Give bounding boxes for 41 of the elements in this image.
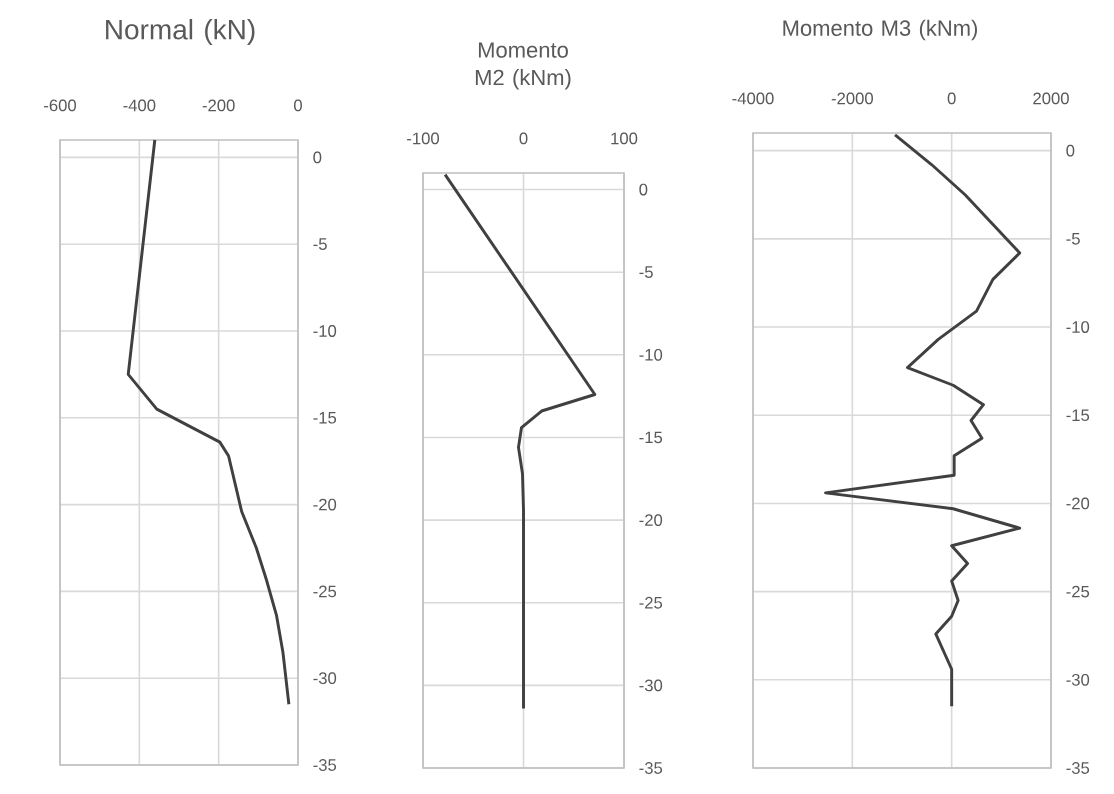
y-tick-label: -20 (639, 514, 663, 526)
y-tick-label: 0 (313, 151, 322, 164)
y-tick-label: -30 (313, 672, 337, 685)
y-tick-label: -35 (313, 759, 337, 771)
x-tick-label: -400 (123, 99, 156, 112)
y-tick-label: -5 (1066, 233, 1080, 245)
chart-title: Momento M2 (kNm) (475, 42, 571, 90)
y-tick-label: 0 (1066, 144, 1075, 157)
y-tick-label: -35 (1066, 762, 1090, 774)
x-tick-label: -600 (44, 99, 77, 112)
line-series (443, 173, 597, 710)
y-tick-label: -25 (313, 585, 337, 598)
x-tick-label: -2000 (831, 92, 873, 105)
y-tick-label: -15 (639, 431, 663, 444)
y-tick-label: -10 (639, 348, 663, 361)
y-tick-label: -5 (313, 238, 327, 250)
y-tick-label: -30 (639, 679, 663, 692)
x-tick-label: -200 (202, 99, 235, 112)
chart-title: Normal (kN) (106, 18, 255, 46)
x-tick-label: 0 (294, 99, 302, 112)
x-tick-label: -4000 (732, 92, 774, 105)
x-tick-label: 0 (519, 132, 528, 145)
x-tick-label: 100 (611, 132, 638, 145)
y-tick-label: -10 (313, 325, 337, 337)
x-tick-label: -100 (407, 132, 440, 145)
y-tick-label: -15 (1066, 409, 1090, 422)
line-series (126, 138, 291, 706)
y-tick-label: -35 (639, 762, 663, 774)
y-tick-label: 0 (639, 183, 648, 196)
y-tick-label: -10 (1066, 321, 1090, 333)
y-tick-label: -25 (1066, 585, 1090, 598)
y-tick-label: -25 (639, 596, 663, 609)
y-tick-label: -20 (1066, 497, 1090, 510)
chart-title: Momento M3 (kNm) (783, 19, 978, 41)
y-tick-label: -30 (1066, 673, 1090, 686)
x-tick-label: 0 (947, 92, 956, 105)
y-tick-label: -5 (639, 266, 653, 278)
y-tick-label: -15 (313, 411, 337, 424)
line-series (824, 133, 1022, 708)
x-tick-label: 2000 (1033, 92, 1069, 105)
y-tick-label: -20 (313, 498, 337, 511)
